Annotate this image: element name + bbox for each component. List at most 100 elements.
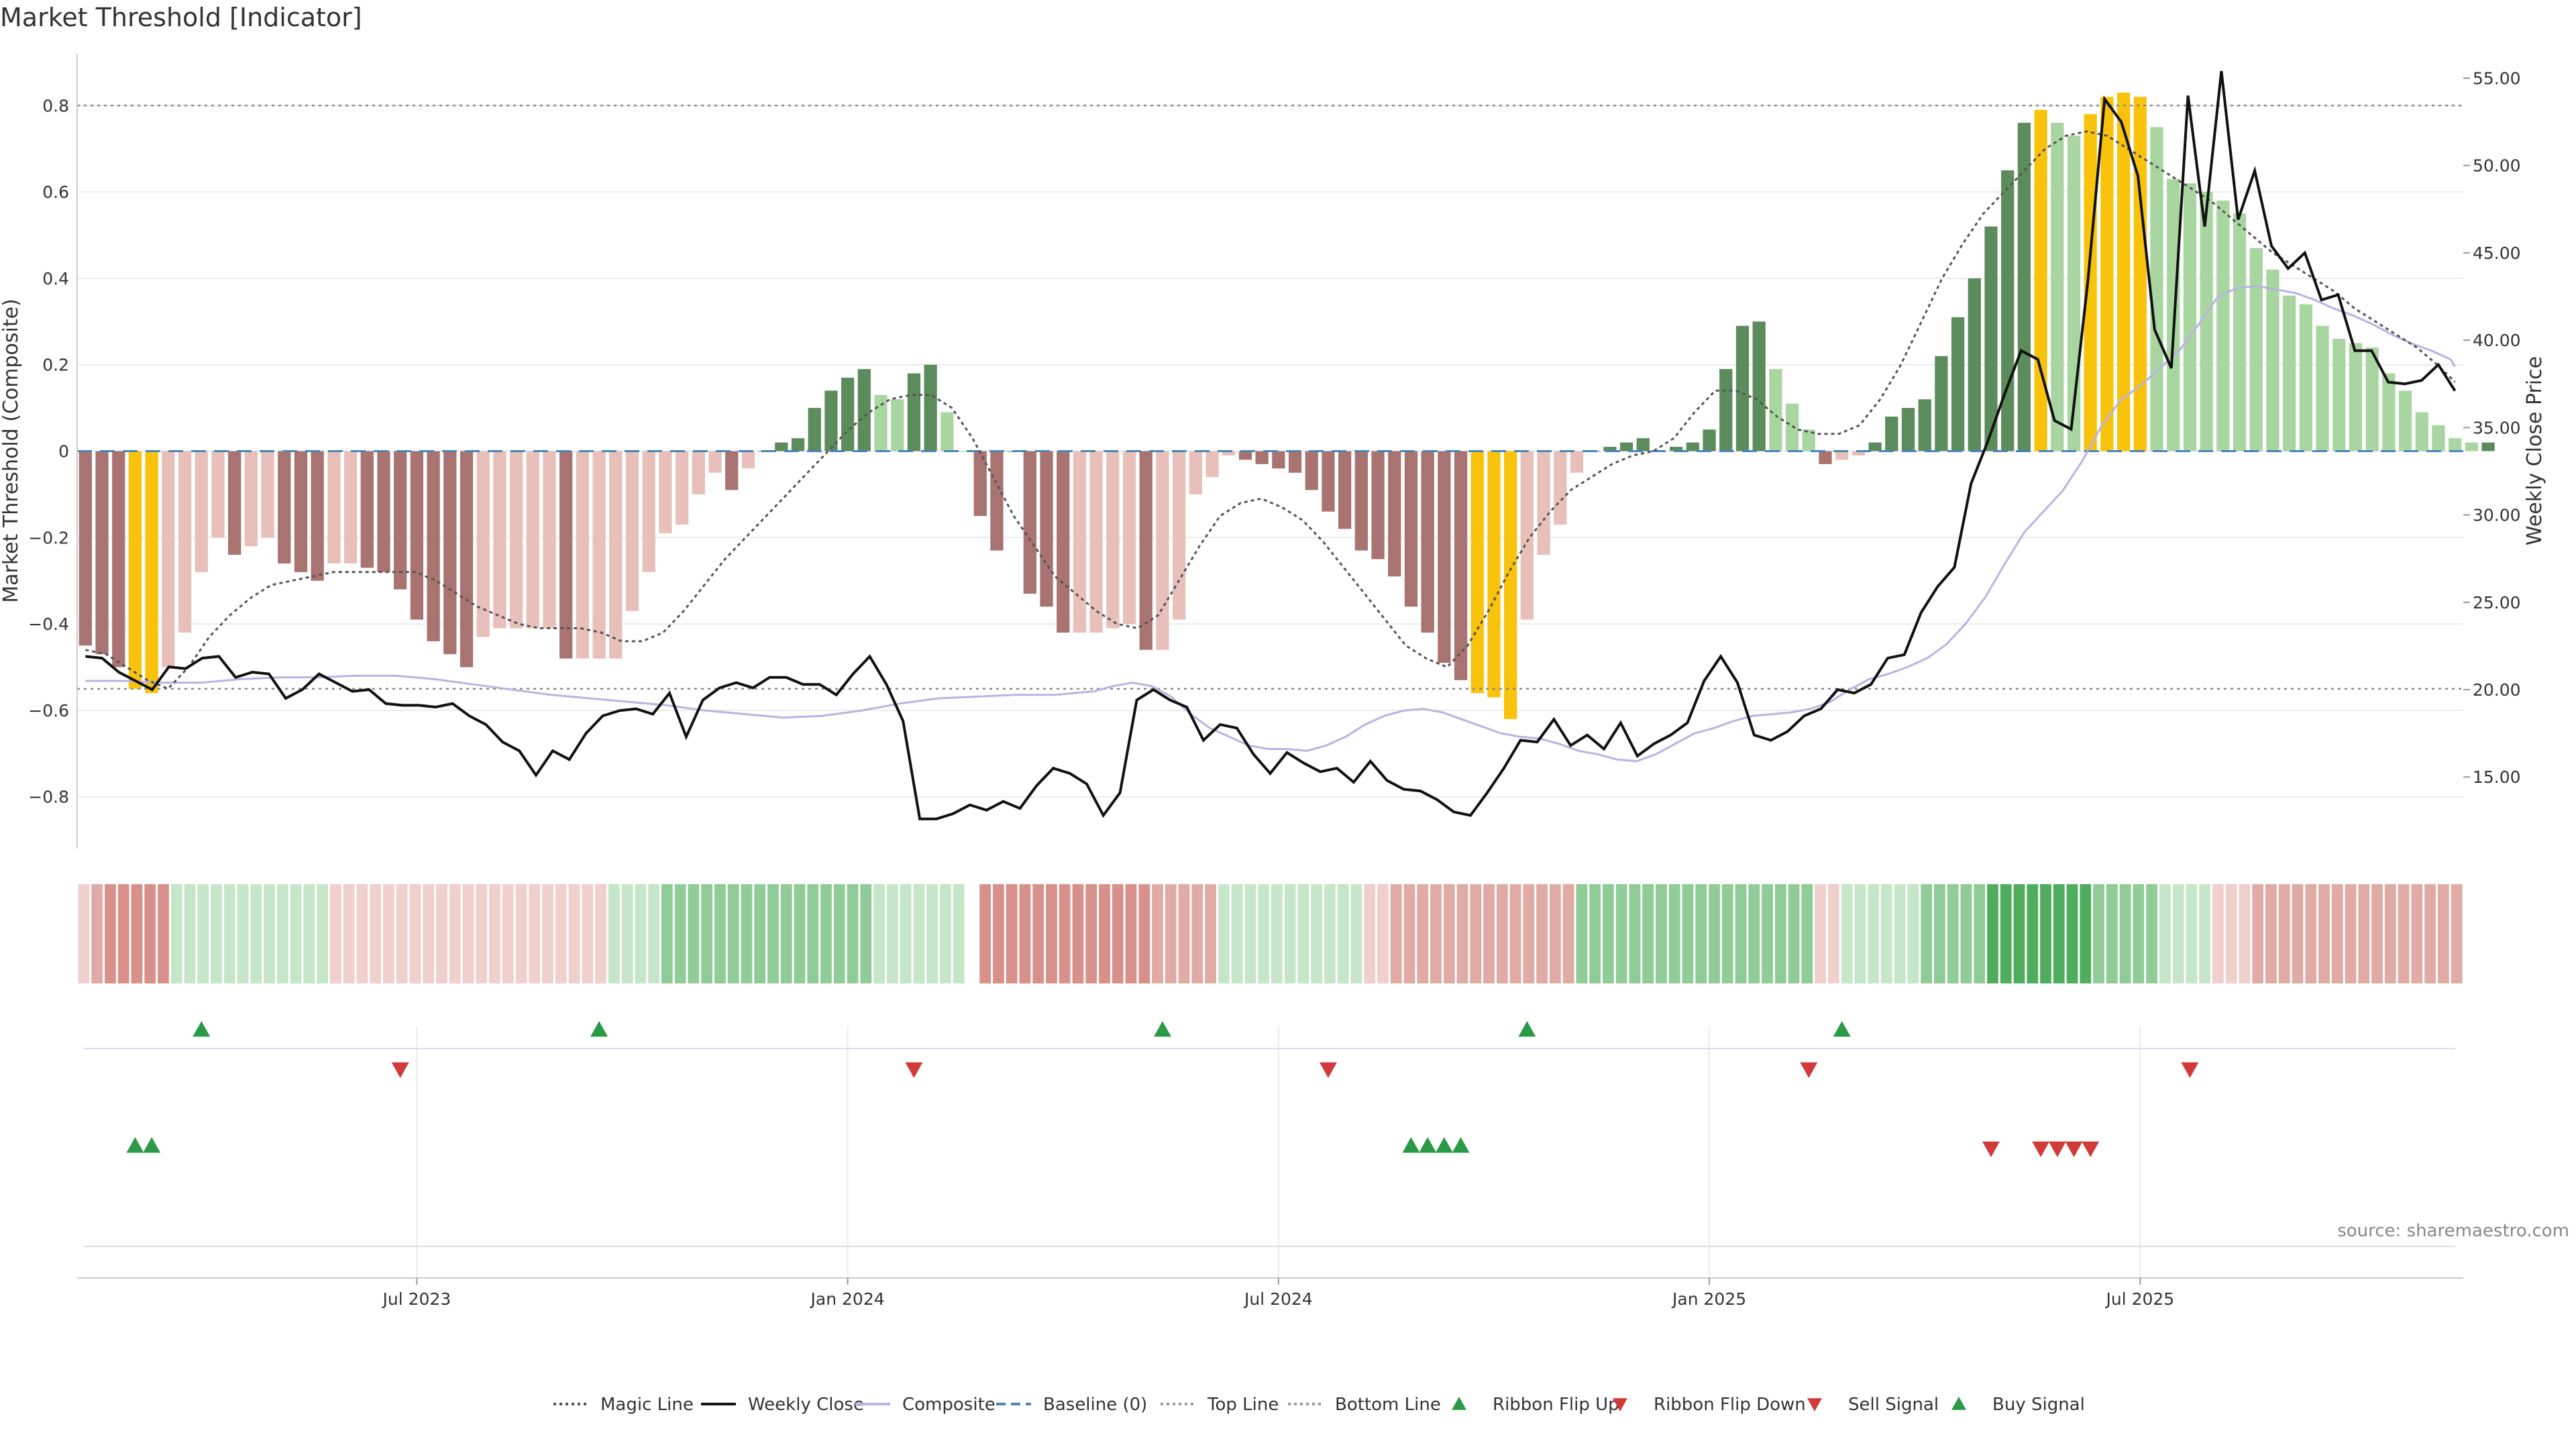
- ribbon-cell: [2053, 884, 2065, 983]
- ribbon-flip-up-marker: [1518, 1021, 1536, 1037]
- legend-triangle-up-icon: [1951, 1397, 1966, 1410]
- ribbon-cell: [1271, 884, 1283, 983]
- ribbon-cell: [953, 884, 965, 983]
- ribbon-cell: [529, 884, 541, 983]
- composite-bar: [2150, 127, 2163, 451]
- composite-bar: [1073, 451, 1087, 633]
- composite-bar: [824, 390, 838, 451]
- ribbon-cell: [939, 884, 951, 983]
- composite-bar: [791, 438, 805, 451]
- ribbon-cell: [701, 884, 713, 983]
- legend-label: Ribbon Flip Up: [1493, 1395, 1619, 1415]
- ribbon-cell: [1165, 884, 1177, 983]
- y-right-axis-label: Weekly Close Price: [2523, 356, 2546, 545]
- ribbon-cell: [568, 884, 580, 983]
- y-right-tick-label: 35.00: [2473, 418, 2521, 437]
- ribbon-cell: [462, 884, 474, 983]
- composite-bar: [1040, 451, 1053, 607]
- ribbon-cell: [807, 884, 819, 983]
- composite-bar: [1305, 451, 1318, 490]
- ribbon-cell: [1841, 884, 1853, 983]
- ribbon-cell: [1032, 884, 1044, 983]
- ribbon-cell: [1721, 884, 1733, 983]
- ribbon-cell: [2159, 884, 2171, 983]
- ribbon-cell: [223, 884, 235, 983]
- ribbon-cell: [2106, 884, 2118, 983]
- composite-bar: [1703, 429, 1716, 451]
- ribbon-cell: [2371, 884, 2383, 983]
- ribbon-flip-up-marker: [193, 1021, 211, 1037]
- ribbon-cell: [1470, 884, 1482, 983]
- y-right-tick-label: 25.00: [2473, 593, 2521, 612]
- y-tick-label: −0.4: [28, 614, 69, 634]
- ribbon-cell: [1815, 884, 1826, 983]
- ribbon-cell: [2027, 884, 2039, 983]
- ribbon-cell: [2252, 884, 2264, 983]
- composite-bar: [261, 451, 274, 538]
- ribbon-cell: [2384, 884, 2396, 983]
- ribbon-cell: [1417, 884, 1429, 983]
- ribbon-cell: [2133, 884, 2145, 983]
- ribbon-cell: [502, 884, 514, 983]
- ribbon-cell: [1258, 884, 1269, 983]
- composite-bar: [1520, 451, 1534, 620]
- y-tick-label: 0.2: [42, 356, 69, 375]
- legend-label: Sell Signal: [1848, 1395, 1939, 1415]
- composite-bar: [625, 451, 639, 611]
- y-tick-label: 0.4: [42, 269, 69, 288]
- ribbon-cell: [621, 884, 633, 983]
- composite-bar: [1968, 278, 1981, 451]
- composite-bar: [2382, 373, 2396, 451]
- ribbon-cell: [2305, 884, 2317, 983]
- ribbon-cell: [1748, 884, 1760, 983]
- composite-bar: [907, 373, 921, 451]
- ribbon-cell: [2000, 884, 2012, 983]
- composite-bar: [775, 442, 788, 451]
- ribbon-cell: [170, 884, 182, 983]
- composite-bar: [493, 451, 506, 629]
- composite-bar: [343, 451, 358, 564]
- composite-bar: [2266, 270, 2279, 451]
- ribbon-cell: [1921, 884, 1933, 983]
- composite-bar: [2465, 442, 2478, 451]
- ribbon-cell: [131, 884, 143, 983]
- legend-label: Magic Line: [600, 1395, 694, 1415]
- ribbon-cell: [1311, 884, 1323, 983]
- composite-bar: [2200, 192, 2213, 451]
- ribbon-flip-down-marker: [2181, 1062, 2199, 1078]
- composite-bar: [924, 364, 937, 451]
- ribbon-cell: [1629, 884, 1641, 983]
- ribbon-cell: [1364, 884, 1376, 983]
- ribbon-cell: [1762, 884, 1773, 983]
- composite-bar: [1222, 451, 1236, 455]
- ribbon-cell: [754, 884, 766, 983]
- composite-bar: [1785, 403, 1799, 451]
- ribbon-cell: [2345, 884, 2357, 983]
- composite-bar: [1057, 451, 1070, 633]
- composite-bar: [1686, 442, 1700, 451]
- composite-bar: [1173, 451, 1186, 620]
- composite-bar: [1603, 447, 1617, 451]
- composite-bar: [128, 451, 142, 689]
- ribbon-cell: [409, 884, 421, 983]
- legend-label: Top Line: [1207, 1395, 1279, 1415]
- ribbon-cell: [1284, 884, 1296, 983]
- y-tick-label: 0.8: [42, 96, 69, 115]
- ribbon-cell: [1006, 884, 1018, 983]
- composite-bar: [1935, 356, 1948, 451]
- ribbon-cell: [727, 884, 739, 983]
- composite-bar: [1421, 451, 1434, 633]
- ribbon-cell: [1059, 884, 1071, 983]
- legend: Magic Line Weekly Close Composite Baseline …: [553, 1395, 2085, 1415]
- ribbon-cell: [1403, 884, 1415, 983]
- ribbon-cell: [290, 884, 302, 983]
- composite-bar: [543, 451, 556, 629]
- composite-bar: [609, 451, 623, 659]
- ribbon-cell: [1788, 884, 1800, 983]
- ribbon-cell: [1443, 884, 1455, 983]
- composite-bars: [78, 92, 2495, 719]
- composite-bar: [1371, 451, 1385, 559]
- ribbon-cell: [993, 884, 1004, 983]
- ribbon-cell: [1735, 884, 1747, 983]
- ribbon-cell: [1523, 884, 1535, 983]
